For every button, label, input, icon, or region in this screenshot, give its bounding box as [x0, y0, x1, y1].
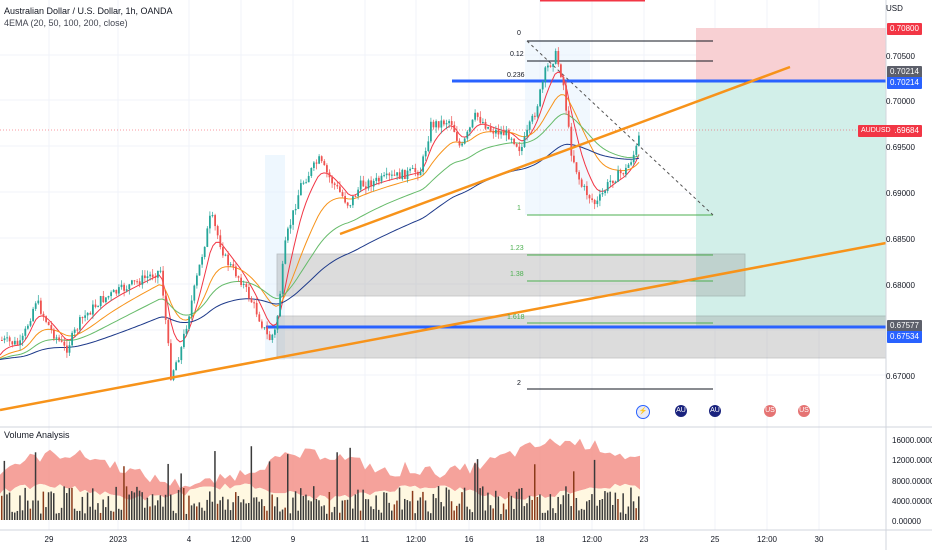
chart-title: Australian Dollar / U.S. Dollar, 1h, OAN…: [4, 6, 173, 16]
price-tick: 0.68000: [886, 281, 915, 290]
price-tick: 0.69500: [886, 143, 915, 152]
ema-lines: [0, 71, 640, 360]
trendline-upper[interactable]: [339, 65, 791, 236]
time-label: 25: [710, 535, 720, 544]
volume-bands: [0, 438, 640, 520]
time-label: 30: [814, 535, 824, 544]
fib-label: 1: [517, 205, 521, 212]
us-flag-icon[interactable]: US: [798, 405, 810, 417]
chart-grid: [0, 0, 886, 530]
price-tick: 0.68500: [886, 235, 915, 244]
zone-box-lower[interactable]: [276, 315, 887, 359]
fib-label: 1.618: [507, 314, 525, 321]
symbol-tag: AUDUSD: [858, 125, 894, 137]
volume-tick: 0.00000: [892, 517, 921, 526]
price-tag-current: 0.69684: [887, 125, 922, 137]
time-label: 29: [44, 535, 54, 544]
time-label: 12:00: [581, 535, 603, 544]
price-tick: 0.69000: [886, 189, 915, 198]
time-label: 12:00: [405, 535, 427, 544]
price-tag-stop: 0.70800: [887, 23, 922, 35]
currency-label: USD: [886, 4, 903, 13]
price-tick: 0.70000: [886, 97, 915, 106]
au-flag-icon[interactable]: AU: [675, 405, 687, 417]
fib-label: 0: [517, 30, 521, 37]
volume-bars: [1, 446, 640, 520]
fib-label: 0.12: [510, 51, 524, 58]
price-tag: 0.67577: [887, 320, 922, 332]
price-tag-level: 0.67534: [887, 331, 922, 343]
fib-diagonal: [526, 40, 714, 216]
price-tick: 0.70500: [886, 52, 915, 61]
time-label: 12:00: [230, 535, 252, 544]
time-label: 11: [360, 535, 370, 544]
fib-label: 1.38: [510, 271, 524, 278]
zone-box-upper[interactable]: [276, 253, 746, 297]
price-tick: 0.67000: [886, 372, 915, 381]
stop-loss-zone[interactable]: [696, 28, 886, 81]
au-flag-icon[interactable]: AU: [709, 405, 721, 417]
time-label: 4: [186, 535, 192, 544]
fib-label: 0.236: [507, 72, 525, 79]
lightning-icon[interactable]: ⚡: [636, 405, 650, 419]
volume-tick: 12000.00000: [892, 456, 932, 465]
time-label: 16: [464, 535, 474, 544]
time-label: 2023: [109, 535, 127, 544]
trendline-lower[interactable]: [0, 241, 887, 412]
fib-highlight: [525, 40, 590, 215]
fib-label: 2: [517, 380, 521, 387]
volume-panel-title[interactable]: Volume Analysis: [4, 430, 70, 440]
take-profit-zone[interactable]: [696, 81, 886, 326]
fib-label: 1.23: [510, 245, 524, 252]
time-label: 23: [639, 535, 649, 544]
candles: [1, 47, 640, 382]
volume-tick: 8000.00000: [892, 477, 932, 486]
time-label: 12:00: [756, 535, 778, 544]
price-tag: 0.70214: [887, 66, 922, 78]
us-flag-icon[interactable]: US: [764, 405, 776, 417]
volume-tick: 4000.00000: [892, 497, 932, 506]
time-label: 9: [290, 535, 296, 544]
indicator-legend[interactable]: 4EMA (20, 50, 100, 200, close): [4, 18, 128, 28]
price-tag-level: 0.70214: [887, 77, 922, 89]
time-label: 18: [535, 535, 545, 544]
